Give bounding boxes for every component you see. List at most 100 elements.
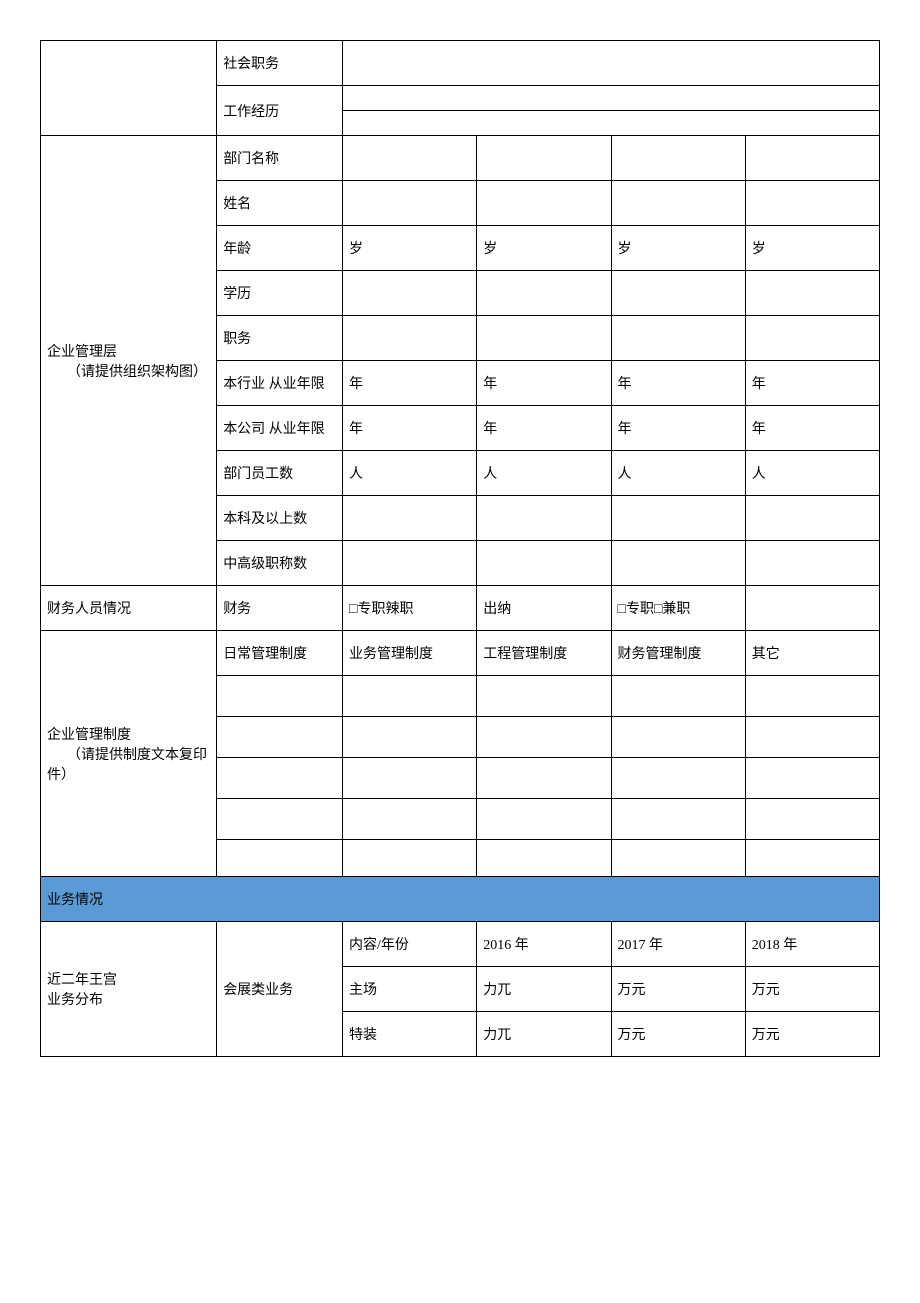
cell-age-label: 年龄 [217,226,343,271]
cell [217,676,343,717]
mgmt-system-title-2: （请提供制度文本复印件） [47,748,207,783]
cell [477,541,611,586]
cell-finance-section: 财务人员情况 [41,586,217,631]
cell [611,840,745,877]
cell [745,799,879,840]
cell [745,316,879,361]
cell-unit: 万元 [745,967,879,1012]
cell-people-unit: 人 [477,451,611,496]
cell [611,181,745,226]
cell [745,271,879,316]
cell-special-booth: 特装 [343,1012,477,1057]
cell-fulltime-spicy: □专职辣职 [343,586,477,631]
cell [745,586,879,631]
cell-social-duty-label: 社会职务 [217,41,343,86]
cell-social-duty-value [343,41,880,86]
cell [477,136,611,181]
cell-main-venue: 主场 [343,967,477,1012]
cell [343,758,477,799]
cell [611,758,745,799]
cell [611,541,745,586]
cell [477,271,611,316]
cell [477,181,611,226]
cell-people-unit: 人 [343,451,477,496]
cell [477,496,611,541]
cell [477,316,611,361]
cell-work-exp-value-2 [343,111,880,136]
cell [611,136,745,181]
cell [343,271,477,316]
cell-year-unit: 年 [745,406,879,451]
cell [343,541,477,586]
cell-fulltime-parttime: □专职□兼职 [611,586,745,631]
cell-mgmt-section: 企业管理层 （请提供组织架构图） [41,136,217,586]
mgmt-title-1: 企业管理层 [47,345,117,360]
cell-age-unit: 岁 [343,226,477,271]
cell [611,717,745,758]
mgmt-system-title-1: 企业管理制度 [47,728,131,743]
cell [745,758,879,799]
cell [745,840,879,877]
cell [745,181,879,226]
cell-company-years-label: 本公司 从业年限 [217,406,343,451]
cell-year-unit: 年 [477,406,611,451]
cell [217,758,343,799]
cell [343,316,477,361]
cell [611,316,745,361]
cell-finance-label: 财务 [217,586,343,631]
cell [343,840,477,877]
cell-daily-mgmt: 日常管理制度 [217,631,343,676]
cell-year-unit: 年 [745,361,879,406]
cell-name-label: 姓名 [217,181,343,226]
cell-business-section-header: 业务情况 [41,877,880,922]
mgmt-title-2: （请提供组织架构图） [47,365,207,380]
cell [477,840,611,877]
cell-y2018: 2018 年 [745,922,879,967]
cell-unit: 万元 [745,1012,879,1057]
cell-unit: 力兀 [477,967,611,1012]
cell [477,676,611,717]
cell-y2016: 2016 年 [477,922,611,967]
cell-age-unit: 岁 [477,226,611,271]
table-row: 近二年王宫 业务分布 会展类业务 内容/年份 2016 年 2017 年 201… [41,922,880,967]
cell [343,496,477,541]
cell-exhibition: 会展类业务 [217,922,343,1057]
cell-dept-staff-label: 部门员工数 [217,451,343,496]
cell [477,717,611,758]
cell-unit: 万元 [611,967,745,1012]
cell [343,181,477,226]
cell-year-unit: 年 [611,361,745,406]
cell-work-exp-label: 工作经历 [217,86,343,136]
cell-year-unit: 年 [477,361,611,406]
cell-mgmt-system-section: 企业管理制度 （请提供制度文本复印件） [41,631,217,877]
cell [745,676,879,717]
table-row: 社会职务 [41,41,880,86]
cell-other: 其它 [745,631,879,676]
cell [477,758,611,799]
cell-financial-mgmt: 财务管理制度 [611,631,745,676]
table-row: 财务人员情况 财务 □专职辣职 出纳 □专职□兼职 [41,586,880,631]
cell [217,799,343,840]
cell [477,799,611,840]
cell [745,496,879,541]
cell [611,676,745,717]
recent-title-1: 近二年王宫 [47,973,117,988]
cell-bachelor-label: 本科及以上数 [217,496,343,541]
cell [343,676,477,717]
cell-education-label: 学历 [217,271,343,316]
cell-unit: 力兀 [477,1012,611,1057]
cell-empty-left [41,41,217,136]
cell [611,496,745,541]
cell-cashier: 出纳 [477,586,611,631]
cell-dept-name-label: 部门名称 [217,136,343,181]
cell-age-unit: 岁 [611,226,745,271]
cell-age-unit: 岁 [745,226,879,271]
cell [343,717,477,758]
cell-work-exp-value-1 [343,86,880,111]
cell [343,136,477,181]
cell [745,136,879,181]
cell-y2017: 2017 年 [611,922,745,967]
cell-position-label: 职务 [217,316,343,361]
cell-unit: 万元 [611,1012,745,1057]
cell-year-unit: 年 [343,406,477,451]
